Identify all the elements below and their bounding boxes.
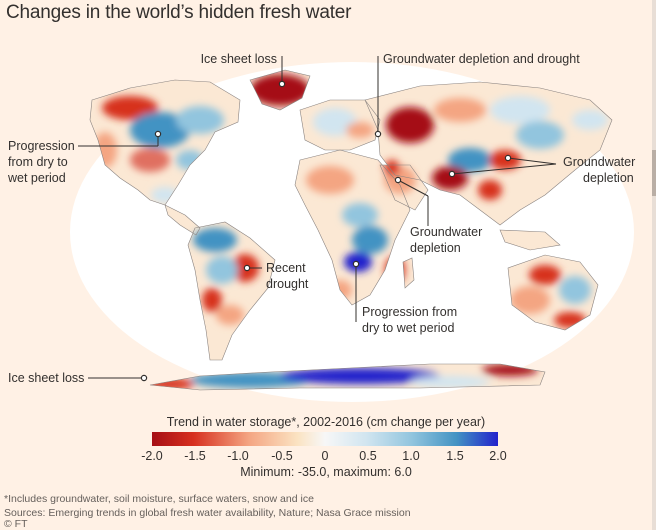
sources: Sources: Emerging trends in global fresh… [4,507,411,519]
legend-tick: -0.5 [271,449,293,463]
annotation-progression-af-2: dry to wet period [362,321,454,335]
annotation-groundwater-drought: Groundwater depletion and drought [383,52,580,66]
ft-credit: © FT [4,518,28,530]
scrollbar-thumb[interactable] [652,150,656,196]
scrollbar-track[interactable] [652,0,656,530]
legend-tick: -2.0 [141,449,163,463]
legend-tick: 0 [322,449,329,463]
legend-ticks: -2.0 -1.5 -1.0 -0.5 0 0.5 1.0 1.5 2.0 [141,449,507,463]
legend-tick: 1.0 [402,449,419,463]
legend-title: Trend in water storage*, 2002-2016 (cm c… [167,415,485,429]
annotation-progression-na-1: Progression [8,139,75,153]
legend-color-bar [152,432,498,446]
annotation-markers [140,80,512,382]
legend-tick: 2.0 [489,449,506,463]
legend-tick: 0.5 [359,449,376,463]
annotation-groundwater-asia-2: depletion [583,171,634,185]
annotation-groundwater-me-1: Groundwater [410,225,482,239]
footnote: *Includes groundwater, soil moisture, su… [4,493,314,505]
annotation-groundwater-asia-1: Groundwater [563,155,635,169]
coastlines [89,69,613,391]
legend-tick: -1.0 [227,449,249,463]
annotation-ice-sheet-north: Ice sheet loss [201,52,277,66]
annotation-recent-drought-2: drought [266,277,309,291]
annotation-groundwater-me-2: depletion [410,241,461,255]
legend-min-max: Minimum: -35.0, maximum: 6.0 [240,465,412,479]
annotation-ice-sheet-south: Ice sheet loss [8,371,84,385]
legend-tick: 1.5 [446,449,463,463]
annotation-progression-na-3: wet period [7,171,66,185]
page-title: Changes in the world’s hidden fresh wate… [6,2,352,23]
legend-tick: -1.5 [184,449,206,463]
annotation-progression-na-2: from dry to [8,155,68,169]
annotation-recent-drought-1: Recent [266,261,306,275]
annotation-progression-af-1: Progression from [362,305,457,319]
